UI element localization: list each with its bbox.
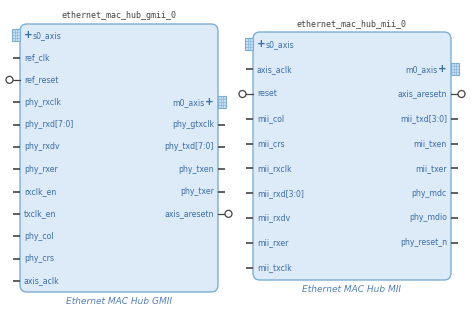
- Text: txclk_en: txclk_en: [24, 209, 56, 218]
- Text: reset: reset: [257, 90, 277, 99]
- Text: +: +: [205, 97, 214, 107]
- Text: ethernet_mac_hub_mii_0: ethernet_mac_hub_mii_0: [297, 19, 407, 28]
- Text: ethernet_mac_hub_gmii_0: ethernet_mac_hub_gmii_0: [62, 11, 176, 20]
- Text: ref_reset: ref_reset: [24, 75, 58, 84]
- Circle shape: [458, 91, 465, 98]
- Bar: [218, 96, 226, 108]
- Text: mii_crs: mii_crs: [257, 139, 284, 148]
- Text: +: +: [438, 64, 447, 74]
- Text: axis_aclk: axis_aclk: [257, 65, 293, 74]
- Text: mii_rxclk: mii_rxclk: [257, 164, 292, 173]
- Text: phy_reset_n: phy_reset_n: [400, 238, 447, 247]
- Text: m0_axis: m0_axis: [173, 98, 205, 107]
- Text: s0_axis: s0_axis: [33, 31, 62, 40]
- FancyBboxPatch shape: [253, 32, 451, 280]
- Text: mii_rxd[3:0]: mii_rxd[3:0]: [257, 189, 304, 198]
- Text: phy_mdc: phy_mdc: [412, 189, 447, 198]
- Text: m0_axis: m0_axis: [406, 65, 438, 74]
- Circle shape: [6, 76, 13, 83]
- Text: mii_txd[3:0]: mii_txd[3:0]: [400, 114, 447, 123]
- Text: phy_crs: phy_crs: [24, 254, 54, 263]
- Text: +: +: [24, 30, 33, 40]
- Text: s0_axis: s0_axis: [266, 40, 295, 49]
- Text: phy_gtxclk: phy_gtxclk: [172, 120, 214, 129]
- Circle shape: [239, 91, 246, 98]
- Text: phy_txer: phy_txer: [180, 187, 214, 196]
- Text: axis_aresetn: axis_aresetn: [398, 90, 447, 99]
- Text: axis_aresetn: axis_aresetn: [164, 209, 214, 218]
- Text: mii_rxer: mii_rxer: [257, 238, 288, 247]
- Text: mii_rxdv: mii_rxdv: [257, 213, 290, 222]
- Bar: [12, 29, 20, 41]
- Text: mii_txclk: mii_txclk: [257, 263, 292, 272]
- Text: Ethernet MAC Hub GMII: Ethernet MAC Hub GMII: [66, 297, 172, 306]
- Text: phy_rxdv: phy_rxdv: [24, 142, 60, 151]
- FancyBboxPatch shape: [20, 24, 218, 292]
- Bar: [245, 39, 253, 50]
- Text: rxclk_en: rxclk_en: [24, 187, 56, 196]
- Text: phy_mdio: phy_mdio: [409, 213, 447, 222]
- Circle shape: [225, 210, 232, 217]
- Text: mii_txen: mii_txen: [414, 139, 447, 148]
- Text: phy_rxer: phy_rxer: [24, 165, 58, 174]
- Text: phy_col: phy_col: [24, 232, 54, 241]
- Bar: [451, 63, 459, 75]
- Text: phy_rxd[7:0]: phy_rxd[7:0]: [24, 120, 73, 129]
- Text: ref_clk: ref_clk: [24, 53, 50, 62]
- Text: axis_aclk: axis_aclk: [24, 276, 60, 285]
- Text: mii_col: mii_col: [257, 114, 284, 123]
- Text: Ethernet MAC Hub MII: Ethernet MAC Hub MII: [302, 285, 401, 294]
- Text: phy_rxclk: phy_rxclk: [24, 98, 61, 107]
- Text: phy_txen: phy_txen: [178, 165, 214, 174]
- Text: mii_txer: mii_txer: [416, 164, 447, 173]
- Text: phy_txd[7:0]: phy_txd[7:0]: [164, 142, 214, 151]
- Text: +: +: [257, 40, 266, 49]
